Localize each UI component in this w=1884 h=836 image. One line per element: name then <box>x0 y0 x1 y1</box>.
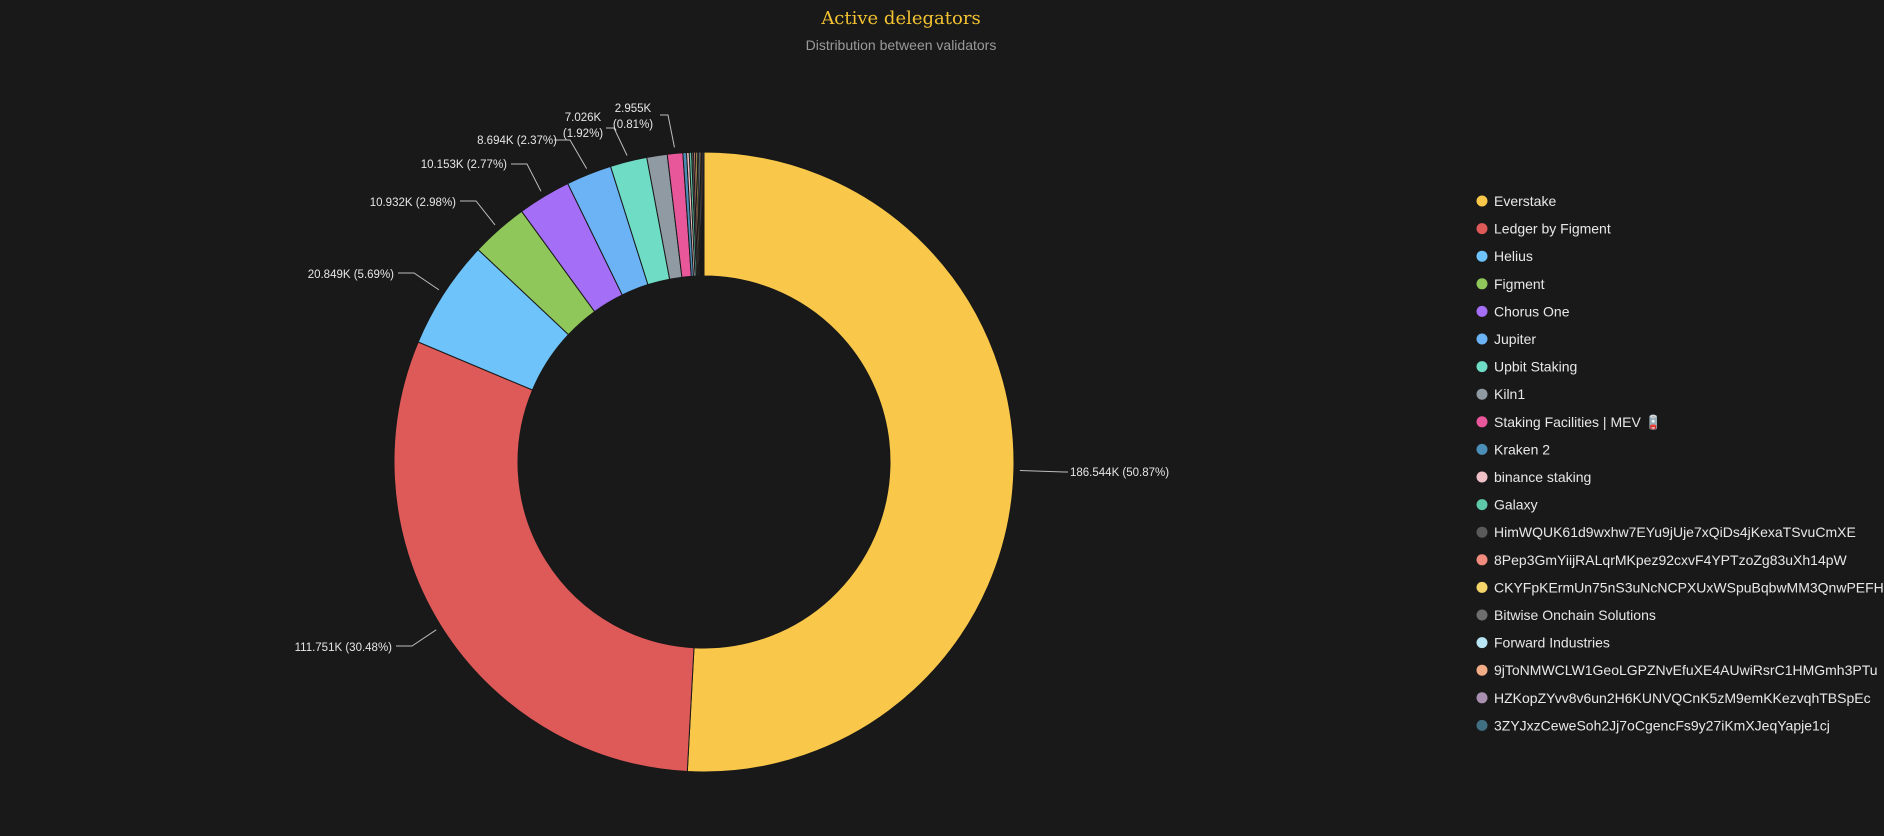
legend-label: Figment <box>1494 276 1545 292</box>
legend-item-himwquk61d9wxhw7eyu9juje7xqids4jkexatsvucmxe[interactable]: HimWQUK61d9wxhw7EYu9jUje7xQiDs4jKexaTSvu… <box>1476 524 1856 540</box>
legend-item-3zyjxzcewesoh2jj7ocgencfs9y27ikmxjeqyapje1cj[interactable]: 3ZYJxzCeweSoh2Jj7oCgencFs9y27iKmXJeqYapj… <box>1476 717 1830 733</box>
legend-swatch <box>1476 333 1488 345</box>
leader-line-helius <box>398 272 440 291</box>
legend-swatch <box>1476 223 1488 235</box>
data-label-figment: 10.932K (2.98%) <box>370 197 456 209</box>
legend-label: 3ZYJxzCeweSoh2Jj7oCgencFs9y27iKmXJeqYapj… <box>1494 717 1830 733</box>
legend-item-ledger-by-figment[interactable]: Ledger by Figment <box>1476 221 1611 237</box>
legend-label: HimWQUK61d9wxhw7EYu9jUje7xQiDs4jKexaTSvu… <box>1494 524 1856 540</box>
chart-subtitle: Distribution between validators <box>806 37 997 53</box>
legend-label: 8Pep3GmYiijRALqrMKpez92cxvF4YPTzoZg83uXh… <box>1494 552 1848 568</box>
chart-title: Active delegators <box>820 8 980 29</box>
legend-item-jupiter[interactable]: Jupiter <box>1476 331 1537 347</box>
legend-swatch <box>1476 250 1488 262</box>
legend-swatch <box>1476 278 1488 290</box>
legend-swatch <box>1476 554 1488 566</box>
legend-swatch <box>1476 471 1488 483</box>
legend-swatch <box>1476 195 1488 207</box>
legend-item-forward-industries[interactable]: Forward Industries <box>1476 635 1610 651</box>
legend-label: Staking Facilities | MEV 🪫 <box>1494 414 1662 431</box>
legend-swatch <box>1476 692 1488 704</box>
legend-swatch <box>1476 664 1488 676</box>
legend-label: Bitwise Onchain Solutions <box>1494 607 1656 623</box>
legend-item-kiln1[interactable]: Kiln1 <box>1476 386 1526 402</box>
leader-line-figment <box>460 200 496 226</box>
legend-label: Galaxy <box>1494 497 1538 513</box>
legend-label: Ledger by Figment <box>1494 221 1611 237</box>
legend-swatch <box>1476 526 1488 538</box>
legend-swatch <box>1476 388 1488 400</box>
slice-3zyjxzcewesoh2jj7ocgencfs9y27ikmxjeqyapje1cj[interactable] <box>702 151 705 277</box>
leader-line-upbit-staking <box>606 127 628 156</box>
legend-label: 9jToNMWCLW1GeoLGPZNvEfuXE4AUwiRsrC1HMGmh… <box>1494 662 1878 678</box>
legend-label: binance staking <box>1494 469 1591 485</box>
legend-item-chorus-one[interactable]: Chorus One <box>1476 303 1570 319</box>
data-label-ledger-by-figment: 111.751K (30.48%) <box>295 642 393 654</box>
data-label-chorus-one: 10.153K (2.77%) <box>421 159 507 171</box>
legend-swatch <box>1476 609 1488 621</box>
leader-line-ledger-by-figment <box>396 629 437 647</box>
legend-label: CKYFpKErmUn75nS3uNcNCPXUxWSpuBqbwMM3QnwP… <box>1494 579 1884 595</box>
legend-swatch <box>1476 416 1488 428</box>
data-label-upbit-staking: 7.026K (1.92%) <box>563 112 603 140</box>
legend-label: HZKopZYvv8v6un2H6KUNVQCnK5zM9emKKezvqhTB… <box>1494 690 1871 706</box>
leader-line-staking-facilities-mev <box>660 114 675 148</box>
legend-item-upbit-staking[interactable]: Upbit Staking <box>1476 359 1578 375</box>
legend-item-binance-staking[interactable]: binance staking <box>1476 469 1592 485</box>
legend-label: Forward Industries <box>1494 635 1610 651</box>
data-label-helius: 20.849K (5.69%) <box>308 269 394 281</box>
labels-group: 186.544K (50.87%) 111.751K (30.48%) 20.849… <box>295 103 1170 654</box>
data-label-staking-facilities-mev: 2.955K (0.81%) <box>613 103 653 131</box>
legend-item-bitwise-onchain-solutions[interactable]: Bitwise Onchain Solutions <box>1476 607 1656 623</box>
legend-label: Jupiter <box>1494 331 1536 347</box>
legend-item-staking-facilities-mev[interactable]: Staking Facilities | MEV 🪫 <box>1476 414 1663 431</box>
legend-label: Everstake <box>1494 193 1556 209</box>
legend-label: Upbit Staking <box>1494 359 1577 375</box>
slice-ledger-by-figment[interactable] <box>393 341 695 773</box>
legend-swatch <box>1476 719 1488 731</box>
slices-group <box>393 151 1015 773</box>
leader-line-jupiter <box>554 139 588 169</box>
legend-label: Helius <box>1494 248 1533 264</box>
legend-swatch <box>1476 499 1488 511</box>
legend-item-kraken-2[interactable]: Kraken 2 <box>1476 441 1551 457</box>
legend-item-ckyfpkermun75ns3uncncpxuxwspubqbwmm3qnwpefhx[interactable]: CKYFpKErmUn75nS3uNcNCPXUxWSpuBqbwMM3QnwP… <box>1476 579 1884 595</box>
data-label-jupiter: 8.694K (2.37%) <box>477 135 557 147</box>
legend-label: Kraken 2 <box>1494 441 1550 457</box>
legend: Everstake Ledger by Figment Helius Figment C… <box>1476 193 1884 733</box>
legend-swatch <box>1476 443 1488 455</box>
legend-item-figment[interactable]: Figment <box>1476 276 1545 292</box>
legend-swatch <box>1476 637 1488 649</box>
leader-line-chorus-one <box>511 163 542 192</box>
legend-swatch <box>1476 361 1488 373</box>
legend-item-everstake[interactable]: Everstake <box>1476 193 1557 209</box>
slice-everstake[interactable] <box>686 151 1015 773</box>
legend-label: Kiln1 <box>1494 386 1525 402</box>
legend-swatch <box>1476 305 1488 317</box>
data-label-everstake: 186.544K (50.87%) <box>1070 467 1169 479</box>
legend-item-hzkopzyvv8v6un2h6kunvqcnk5zm9emkkezvqhtbspec[interactable]: HZKopZYvv8v6un2H6KUNVQCnK5zM9emKKezvqhTB… <box>1476 690 1871 706</box>
legend-item-8pep3gmyiijralqrmkpez92cxvf4yptzozg83uxh14pw[interactable]: 8Pep3GmYiijRALqrMKpez92cxvF4YPTzoZg83uXh… <box>1476 552 1848 568</box>
legend-item-galaxy[interactable]: Galaxy <box>1476 497 1538 513</box>
legend-item-9jtonmwclw1geolgpznvefuxe4auwirsrc1hmgmh3ptu[interactable]: 9jToNMWCLW1GeoLGPZNvEfuXE4AUwiRsrC1HMGmh… <box>1476 662 1878 678</box>
leader-line-everstake <box>1019 470 1068 473</box>
legend-label: Chorus One <box>1494 303 1570 319</box>
legend-item-helius[interactable]: Helius <box>1476 248 1533 264</box>
legend-swatch <box>1476 581 1488 593</box>
